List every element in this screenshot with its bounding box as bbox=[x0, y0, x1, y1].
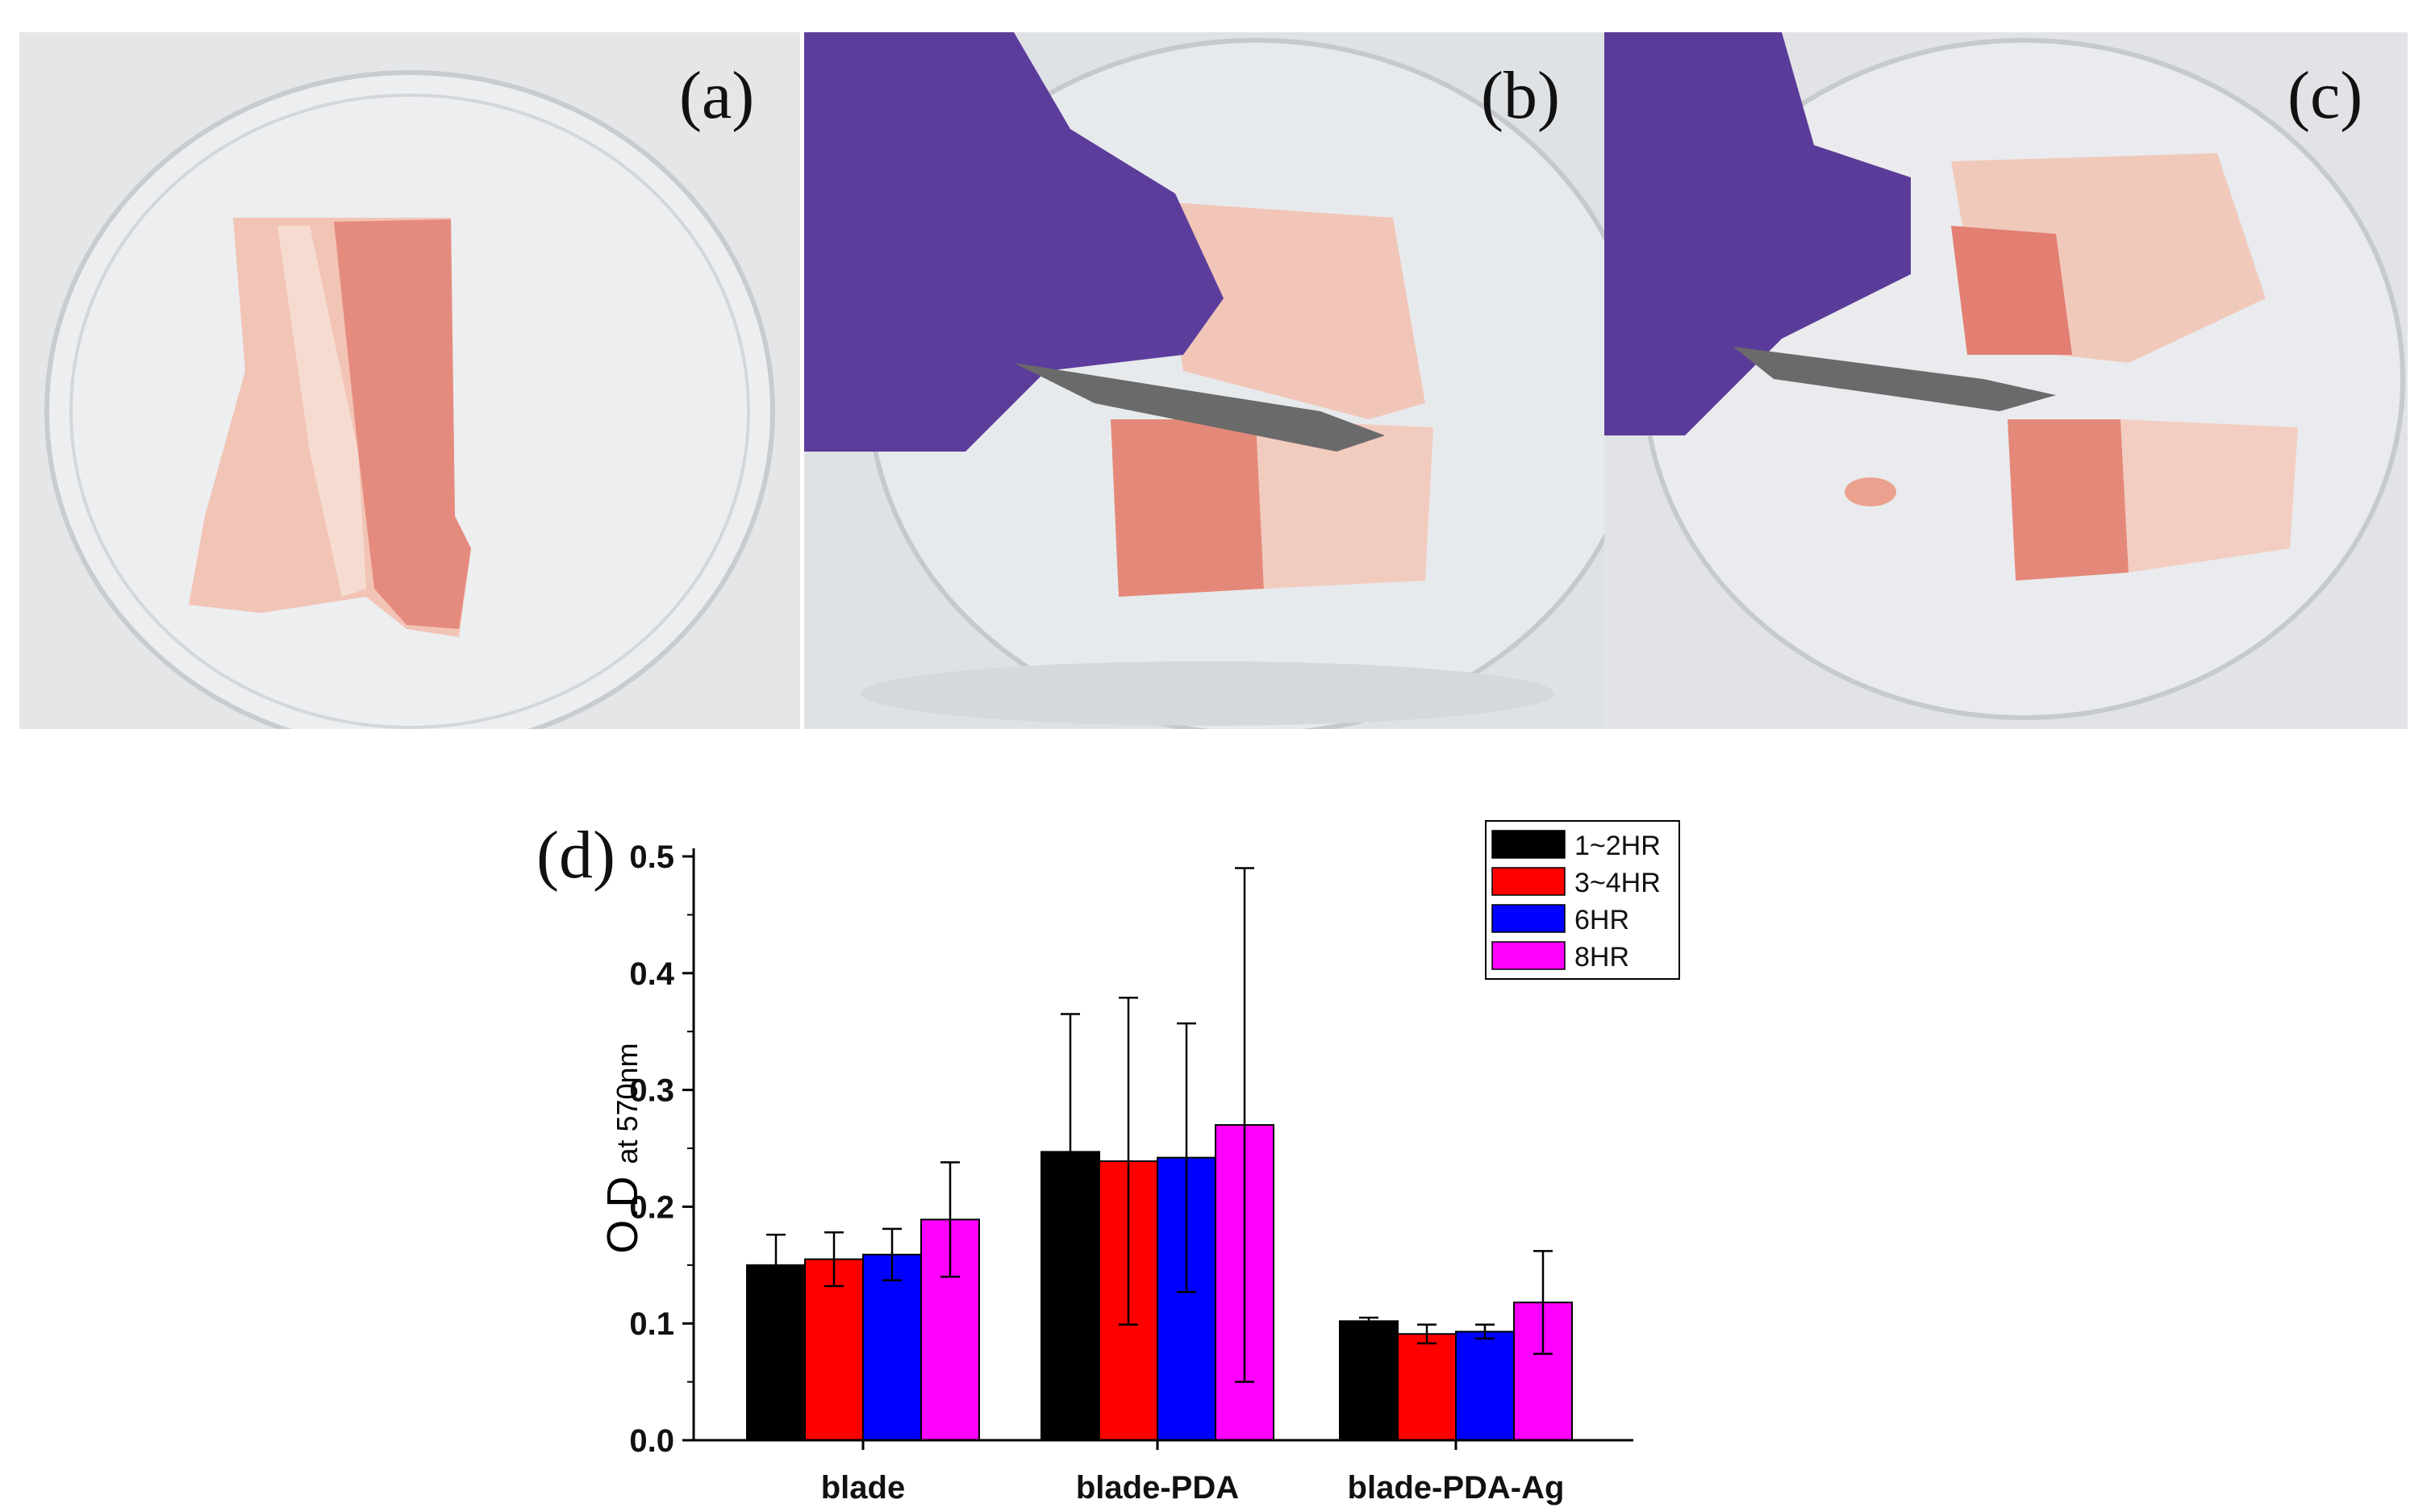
y-axis-label-main: O.D bbox=[598, 1164, 647, 1254]
y-axis-label: O.D at 570nm bbox=[598, 1043, 647, 1253]
panel-label-b: (b) bbox=[1481, 58, 1560, 133]
legend-swatch-6HR bbox=[1491, 904, 1566, 933]
bar-blade-PDA-Ag-6HR bbox=[1455, 1331, 1515, 1441]
bar-blade-PDA-Ag-3~4HR bbox=[1397, 1333, 1457, 1441]
legend-label: 8HR bbox=[1574, 942, 1629, 973]
photo-panel-a bbox=[19, 32, 800, 729]
bar-blade-3~4HR bbox=[804, 1258, 864, 1441]
bar-blade-PDA-Ag-1~2HR bbox=[1339, 1320, 1399, 1442]
legend-label: 6HR bbox=[1574, 905, 1629, 935]
panel-label-a: (a) bbox=[679, 58, 755, 133]
y-tick-label: 0.3 bbox=[629, 1073, 674, 1109]
legend-swatch-8HR bbox=[1491, 941, 1566, 970]
photo-panel-c bbox=[1604, 32, 2408, 729]
x-tick-label: blade-PDA-Ag bbox=[1348, 1470, 1565, 1506]
legend-label: 1~2HR bbox=[1574, 831, 1661, 861]
chart-panel-d: (d) blade blade-PDA blade-PDA-Ag 0.0 0.1 0.2 0… bbox=[0, 742, 2427, 1512]
bar-blade-6HR bbox=[862, 1253, 922, 1441]
legend-swatch-3~4HR bbox=[1491, 867, 1566, 896]
x-tick-label: blade-PDA bbox=[1076, 1470, 1239, 1506]
y-axis-label-sub: at 570nm bbox=[611, 1043, 644, 1164]
y-tick-label: 0.1 bbox=[629, 1306, 674, 1342]
y-tick-label: 0.5 bbox=[629, 839, 674, 875]
panel-label-c: (c) bbox=[2287, 58, 2363, 133]
y-tick-label: 0.0 bbox=[629, 1423, 674, 1459]
bar-chart: blade blade-PDA blade-PDA-Ag 0.0 0.1 0.2 0.3 0.… bbox=[598, 820, 1680, 1506]
y-tick-label: 0.4 bbox=[629, 956, 674, 992]
panel-label-d: (d) bbox=[536, 818, 615, 893]
x-tick-label: blade bbox=[821, 1470, 905, 1506]
legend-label: 3~4HR bbox=[1574, 868, 1661, 898]
y-tick-label: 0.2 bbox=[629, 1189, 674, 1225]
photo-panel-b bbox=[804, 32, 1604, 729]
legend-swatch-1~2HR bbox=[1491, 830, 1566, 859]
